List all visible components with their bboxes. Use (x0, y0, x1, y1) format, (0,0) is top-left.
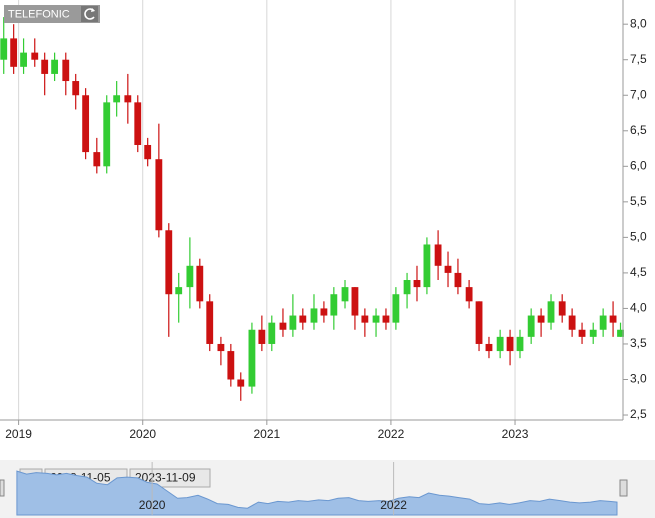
y-tick-label: 5,0 (630, 230, 647, 244)
candle-body (165, 230, 173, 295)
title-box (4, 5, 100, 23)
y-tick-label: 6,5 (630, 123, 647, 137)
x-tick-label: 2019 (5, 427, 32, 441)
nav-handle-left[interactable] (0, 479, 5, 497)
x-tick-label: 2023 (502, 427, 529, 441)
candle-body (175, 287, 183, 295)
candle-body (268, 322, 276, 344)
candle-body (351, 287, 359, 316)
refresh-button[interactable] (81, 6, 98, 22)
x-tick-label: 2020 (129, 427, 156, 441)
navigator-area (16, 470, 618, 516)
candle-body (196, 265, 204, 302)
refresh-icon[interactable] (84, 8, 95, 20)
candle-body (124, 95, 132, 103)
y-tick-label: 4,0 (630, 301, 647, 315)
navigator-tick-label: 2020 (139, 498, 166, 512)
candle-body (134, 102, 142, 145)
candle-body (41, 59, 49, 74)
y-tick-label: 2,5 (630, 407, 647, 421)
x-tick-label: 2021 (253, 427, 280, 441)
candle-body (289, 315, 297, 330)
candle-body (454, 272, 462, 288)
candle-body (248, 329, 256, 387)
candle-body (547, 301, 555, 323)
candle-body (62, 59, 70, 82)
candle-body (403, 280, 411, 295)
candle-body (444, 265, 452, 273)
candle-body (72, 81, 80, 96)
candle-body (144, 144, 152, 160)
candle-body (103, 102, 111, 167)
candle-body (341, 287, 349, 302)
candle-body (599, 315, 607, 330)
y-tick-label: 4,5 (630, 265, 647, 279)
y-tick-label: 7,0 (630, 87, 647, 101)
candle-body (186, 265, 194, 288)
candle-body (382, 315, 390, 323)
candle-body (20, 52, 27, 67)
candle-body (589, 329, 597, 337)
candle-body (506, 336, 514, 352)
x-tick-label: 2022 (378, 427, 405, 441)
candle-body (609, 315, 617, 323)
candle-body (392, 294, 400, 323)
y-tick-label: 3,0 (630, 372, 647, 386)
candle-body (434, 244, 442, 266)
candle-body (206, 301, 214, 344)
candle-body (485, 343, 493, 352)
chart-title: TELEFONIC (8, 8, 70, 20)
candle-body (413, 280, 421, 288)
candle-body (155, 159, 163, 231)
candle-body (82, 95, 90, 153)
y-tick-label: 8,0 (630, 16, 647, 30)
candle-body (423, 244, 431, 288)
candle-body (361, 315, 369, 323)
candle-body (568, 315, 576, 330)
candle-body (465, 287, 473, 302)
nav-handle-right[interactable] (619, 479, 628, 497)
candle-body (51, 59, 59, 74)
plot (0, 0, 624, 420)
candle-body (299, 315, 307, 323)
candle-body (537, 315, 545, 323)
candle-body (617, 329, 624, 337)
y-tick-label: 3,5 (630, 336, 647, 350)
y-tick-label: 7,5 (630, 52, 647, 66)
to-date[interactable]: 2023-11-09 (135, 471, 196, 485)
navigator-tick-label: 2022 (380, 498, 407, 512)
candle-body (527, 315, 535, 337)
y-tick-label: 6,0 (630, 158, 647, 172)
refresh-arrow[interactable] (91, 8, 95, 12)
y-tick-label: 5,5 (630, 194, 647, 208)
candle-body (0, 38, 8, 60)
candle-body (496, 336, 504, 352)
candle-body (330, 294, 338, 316)
candle-body (258, 329, 266, 344)
candle-body (372, 315, 380, 323)
candle-body (516, 336, 524, 352)
candle-body (31, 52, 39, 60)
candle-body (320, 308, 328, 316)
candle-body (558, 301, 566, 316)
candle-body (578, 329, 586, 337)
candle-body (237, 379, 245, 387)
candle-body (10, 38, 18, 67)
candle-body (310, 308, 318, 323)
candle-body (217, 343, 225, 352)
candle-body (93, 152, 101, 167)
candle-body (475, 301, 483, 344)
candle-body (279, 322, 287, 330)
candle-body (113, 95, 121, 103)
candle-body (227, 351, 235, 380)
